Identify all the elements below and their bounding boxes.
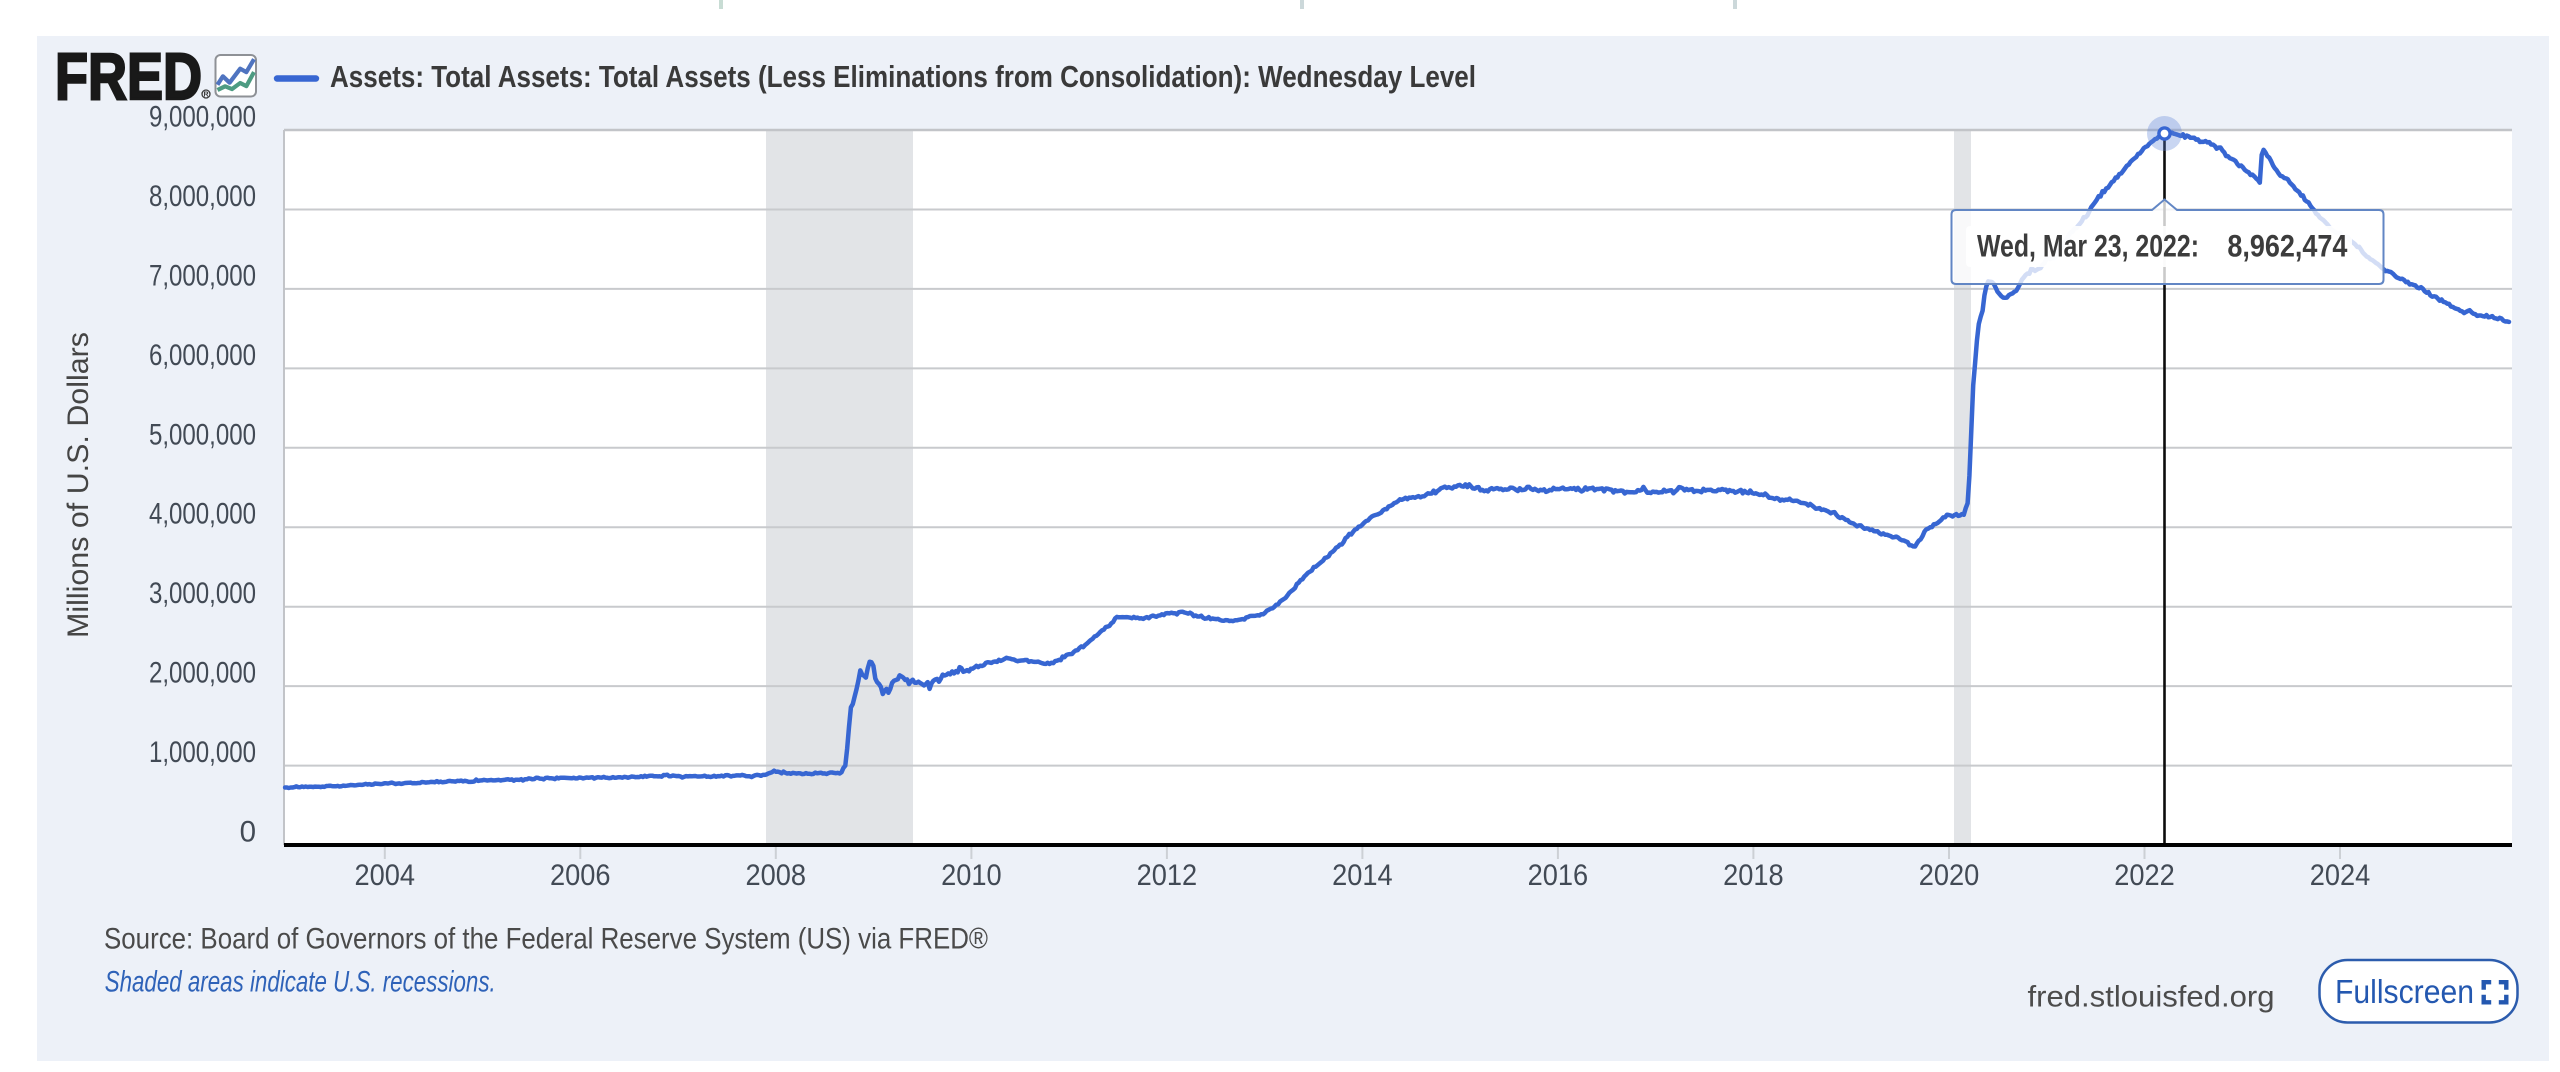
svg-text:Source: Board of Governors of: Source: Board of Governors of the Federa… bbox=[104, 923, 988, 956]
svg-text:1,000,000: 1,000,000 bbox=[149, 736, 256, 769]
svg-text:2018: 2018 bbox=[1723, 859, 1784, 892]
svg-text:3,000,000: 3,000,000 bbox=[149, 577, 256, 610]
svg-text:Shaded areas indicate U.S. rec: Shaded areas indicate U.S. recessions. bbox=[105, 966, 496, 999]
svg-text:5,000,000: 5,000,000 bbox=[149, 418, 256, 451]
svg-text:2004: 2004 bbox=[355, 859, 416, 892]
svg-text:Millions of U.S. Dollars: Millions of U.S. Dollars bbox=[62, 332, 95, 638]
svg-text:2008: 2008 bbox=[746, 859, 807, 892]
svg-text:Wed, Mar 23, 2022:: Wed, Mar 23, 2022: bbox=[1977, 228, 2199, 264]
svg-text:2,000,000: 2,000,000 bbox=[149, 657, 256, 690]
svg-text:2024: 2024 bbox=[2310, 859, 2371, 892]
svg-text:R: R bbox=[203, 92, 208, 99]
svg-text:7,000,000: 7,000,000 bbox=[149, 259, 256, 292]
svg-text:2006: 2006 bbox=[550, 859, 611, 892]
svg-text:2016: 2016 bbox=[1528, 859, 1589, 892]
svg-text:fred.stlouisfed.org: fred.stlouisfed.org bbox=[2028, 981, 2275, 1014]
svg-text:2020: 2020 bbox=[1919, 859, 1980, 892]
svg-text:8,962,474: 8,962,474 bbox=[2227, 228, 2347, 264]
svg-text:FRED: FRED bbox=[55, 39, 202, 113]
svg-text:Fullscreen: Fullscreen bbox=[2335, 973, 2474, 1010]
svg-text:2010: 2010 bbox=[941, 859, 1002, 892]
svg-text:9,000,000: 9,000,000 bbox=[149, 101, 256, 134]
svg-text:2014: 2014 bbox=[1332, 859, 1393, 892]
svg-text:6,000,000: 6,000,000 bbox=[149, 339, 256, 372]
svg-text:2022: 2022 bbox=[2114, 859, 2175, 892]
svg-text:4,000,000: 4,000,000 bbox=[149, 498, 256, 531]
svg-text:8,000,000: 8,000,000 bbox=[149, 180, 256, 213]
svg-text:Assets: Total Assets: Total As: Assets: Total Assets: Total Assets (Less… bbox=[330, 59, 1476, 94]
svg-text:2012: 2012 bbox=[1137, 859, 1198, 892]
svg-text:0: 0 bbox=[240, 816, 256, 849]
